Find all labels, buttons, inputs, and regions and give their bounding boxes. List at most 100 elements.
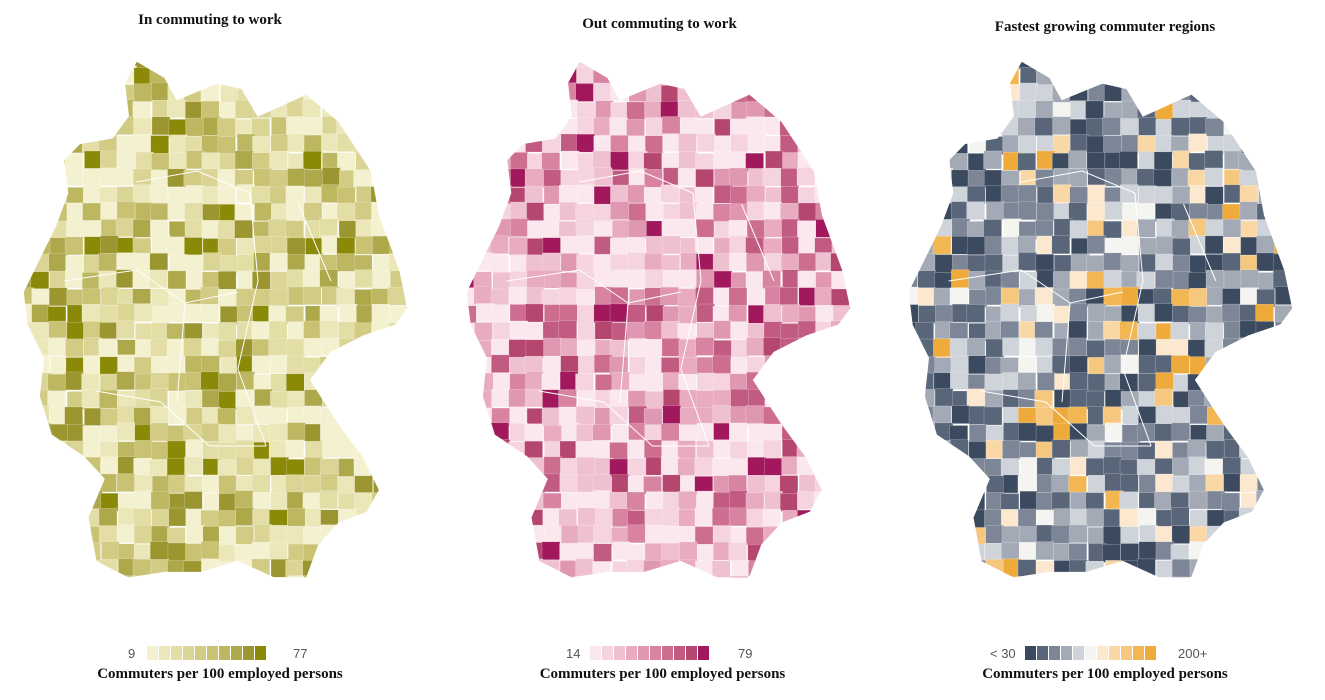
region-cell <box>966 509 986 529</box>
region-cell <box>815 116 835 136</box>
region-cell <box>167 542 187 562</box>
region-cell <box>23 423 33 443</box>
region-cell <box>507 61 526 69</box>
region-cell <box>830 543 850 563</box>
region-cell <box>268 61 288 68</box>
region-cell <box>575 406 595 425</box>
region-cell <box>509 475 528 495</box>
region-cell <box>728 304 747 324</box>
region-cell <box>66 100 85 120</box>
region-cell <box>218 340 237 359</box>
region-cell <box>559 576 578 578</box>
region-cell <box>269 288 289 308</box>
region-cell <box>798 252 817 272</box>
region-cell <box>627 269 646 289</box>
region-cell <box>986 201 1005 220</box>
region-cell <box>83 220 103 239</box>
region-cell <box>338 594 356 612</box>
region-cell <box>338 321 357 341</box>
region-cell <box>286 526 306 545</box>
region-cell <box>1051 491 1071 511</box>
region-cell <box>662 577 681 578</box>
region-cell <box>304 508 324 528</box>
region-cell <box>269 169 289 188</box>
region-cell <box>81 373 100 392</box>
region-cell <box>133 356 153 376</box>
region-cell <box>220 67 239 86</box>
region-cell <box>814 340 833 359</box>
region-cell <box>985 67 1004 87</box>
region-cell <box>1068 337 1087 357</box>
region-cell <box>933 99 953 119</box>
region-cell <box>796 167 816 186</box>
region-cell <box>915 170 935 189</box>
region-cell <box>31 167 50 186</box>
region-cell <box>48 490 68 510</box>
region-cell <box>234 204 253 223</box>
region-cell <box>1172 150 1191 169</box>
region-cell <box>1189 66 1208 85</box>
region-cell <box>476 65 495 85</box>
region-cell <box>1171 186 1191 205</box>
legend-swatch <box>255 646 266 660</box>
germany-map-fastest-growing <box>907 60 1294 596</box>
region-cell <box>404 169 408 189</box>
legend: < 30 200+ <box>885 640 1325 662</box>
region-cell <box>729 167 748 187</box>
region-cell <box>1138 185 1158 204</box>
region-cell <box>285 220 304 239</box>
region-cell <box>65 371 84 391</box>
region-cell <box>320 593 338 611</box>
region-cell <box>476 83 495 103</box>
region-cell <box>33 490 52 509</box>
region-cell <box>1155 372 1175 391</box>
region-cell <box>47 577 66 578</box>
region-cell <box>1119 508 1138 528</box>
region-cell <box>917 118 937 137</box>
region-cell <box>371 303 391 323</box>
region-cell <box>269 542 288 561</box>
region-cell <box>1120 474 1139 493</box>
region-cell <box>576 424 595 443</box>
region-cell <box>593 167 613 186</box>
region-cell <box>1087 578 1105 596</box>
region-cell <box>134 440 153 459</box>
legend-swatch <box>195 646 206 660</box>
region-cell <box>1105 61 1124 70</box>
region-cell <box>390 270 408 289</box>
region-cell <box>321 65 341 84</box>
region-cell <box>1018 184 1037 204</box>
region-cell <box>466 459 478 478</box>
region-cell <box>99 373 119 393</box>
region-cell <box>543 82 562 101</box>
region-cell <box>848 338 851 357</box>
region-cell <box>98 67 118 87</box>
region-cell <box>815 202 835 222</box>
region-cell <box>319 541 338 560</box>
region-cell <box>1290 338 1293 357</box>
region-cell <box>473 151 492 170</box>
region-cell <box>31 338 50 358</box>
region-cell <box>695 153 714 172</box>
region-cell <box>1019 457 1039 476</box>
region-cell <box>474 492 493 511</box>
region-cell <box>575 289 595 308</box>
region-cell <box>370 84 389 103</box>
region-cell <box>67 424 86 443</box>
region-cell <box>814 559 834 578</box>
region-cell <box>660 558 679 578</box>
country-outline <box>465 60 852 579</box>
region-cell <box>466 151 476 171</box>
region-cell <box>1137 219 1156 238</box>
region-cell <box>133 525 153 544</box>
region-cell <box>234 150 254 170</box>
region-cell <box>1205 186 1224 205</box>
region-cell <box>917 577 936 578</box>
region-cell <box>949 100 969 120</box>
region-cell <box>405 252 408 271</box>
region-cell <box>677 288 697 307</box>
region-cell <box>406 321 408 340</box>
region-cell <box>628 203 647 222</box>
region-cell <box>287 575 307 578</box>
region-cell <box>490 235 509 254</box>
